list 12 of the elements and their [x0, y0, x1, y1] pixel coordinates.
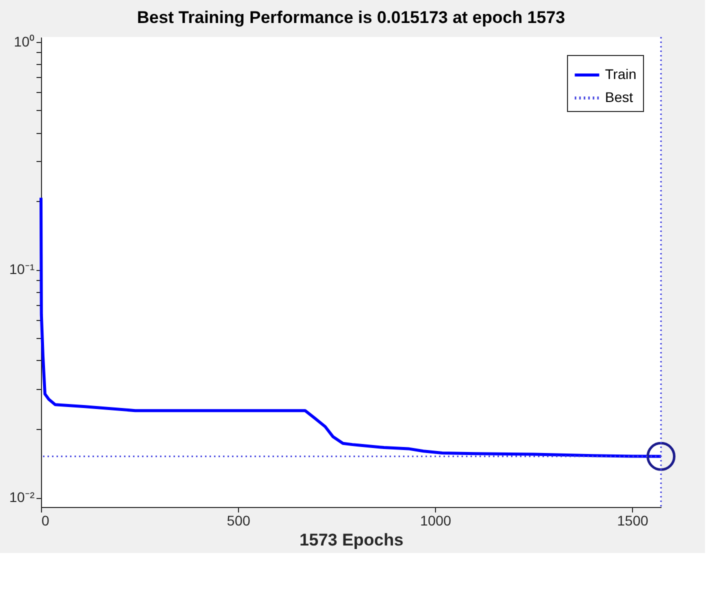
x-tick-label: 1000 — [420, 512, 452, 528]
x-axis-title: 1573 Epochs — [300, 530, 404, 550]
x-tick-label: 500 — [226, 512, 250, 528]
legend-label: Best — [605, 89, 634, 105]
x-tick-label: 0 — [42, 512, 50, 528]
line-series — [40, 196, 662, 458]
y-tick-label: 10⁰ — [14, 33, 34, 50]
y-tick-label: 10⁻¹ — [9, 261, 35, 278]
x-tick-label: 1500 — [617, 512, 649, 528]
y-tick-label: 10⁻² — [9, 489, 35, 506]
chart-title: Best Training Performance is 0.015173 at epoch 1573 — [136, 8, 566, 27]
legend-label: Train — [605, 66, 636, 82]
